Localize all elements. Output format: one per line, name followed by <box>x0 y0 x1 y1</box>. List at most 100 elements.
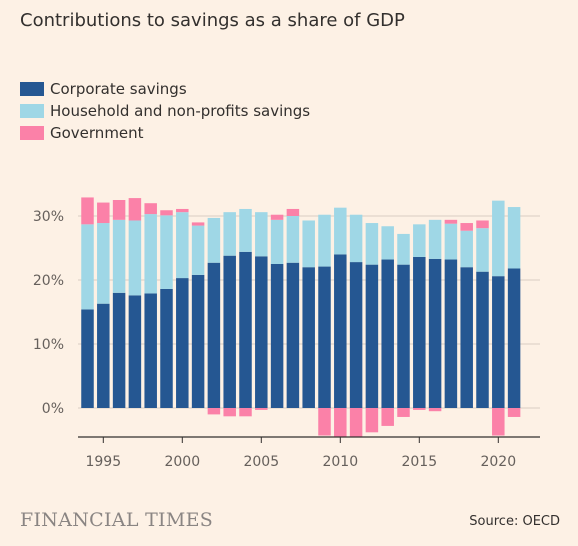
legend-item-household: Household and non-profits savings <box>20 100 310 122</box>
bar-segment <box>444 223 458 260</box>
x-tick-label: 1995 <box>85 454 121 470</box>
legend-swatch-government <box>20 126 44 140</box>
bar-segment <box>160 215 173 289</box>
bar-segment <box>160 288 173 408</box>
bar-segment <box>270 264 284 408</box>
x-tick-label: 2020 <box>480 454 516 470</box>
bar-segment <box>349 408 363 438</box>
bar-segment <box>381 408 394 426</box>
bar-segment <box>381 259 394 408</box>
bar-segment <box>444 259 458 408</box>
bar-segment <box>144 214 157 294</box>
legend-swatch-household <box>20 104 44 118</box>
bar-segment <box>207 262 221 408</box>
bar-segment <box>428 258 442 408</box>
bar-segment <box>176 278 189 408</box>
bar-segment <box>112 292 126 408</box>
bar-segment <box>492 200 505 277</box>
bar-segment <box>112 200 126 220</box>
x-tick-label: 2000 <box>164 454 200 470</box>
bar-segment <box>97 202 110 224</box>
bar-segment <box>428 408 442 412</box>
bar-segment <box>160 210 173 216</box>
bar-segment <box>128 220 142 296</box>
y-tick-label: 10% <box>33 337 64 353</box>
bar-segment <box>476 220 489 229</box>
bar-segment <box>507 207 521 269</box>
bar-segment <box>507 408 521 417</box>
legend-label-household: Household and non-profits savings <box>50 102 311 120</box>
bar-segment <box>176 212 189 279</box>
bar-segment <box>176 208 189 213</box>
bar-segment <box>81 224 94 310</box>
bar-segment <box>128 295 142 408</box>
bar-segment <box>365 408 379 433</box>
bar-segment <box>207 217 221 263</box>
bar-segment <box>397 408 410 417</box>
bar-segment <box>492 276 505 408</box>
bar-segment <box>191 274 205 408</box>
bar-segment <box>334 408 347 438</box>
bar-segment <box>270 219 284 264</box>
x-tick-label: 2015 <box>401 454 437 470</box>
legend-label-government: Government <box>50 124 144 142</box>
legend-item-government: Government <box>20 122 310 144</box>
bar-segment <box>381 226 394 260</box>
x-tick-label: 2005 <box>243 454 279 470</box>
bar-segment <box>223 212 236 256</box>
bar-segment <box>365 264 379 408</box>
x-tick-label: 2010 <box>322 454 358 470</box>
bar-segment <box>223 408 236 417</box>
bar-segment <box>334 207 347 255</box>
y-tick-label: 0% <box>42 401 64 417</box>
bar-segment <box>460 267 473 408</box>
bar-segment <box>413 408 426 410</box>
bar-segment <box>460 230 473 268</box>
bar-segment <box>255 408 268 410</box>
ft-logo: FINANCIAL TIMES <box>20 509 214 531</box>
chart-title: Contributions to savings as a share of G… <box>20 10 405 31</box>
bar-segment <box>128 198 142 221</box>
legend-item-corporate: Corporate savings <box>20 78 310 100</box>
bar-segment <box>97 303 110 408</box>
source-note: Source: OECD <box>469 514 560 529</box>
bar-segment <box>397 233 410 265</box>
bar-segment <box>286 262 300 408</box>
bar-segment <box>349 214 363 263</box>
bar-segment <box>334 254 347 408</box>
legend-label-corporate: Corporate savings <box>50 80 187 98</box>
bar-segment <box>255 256 268 408</box>
bar-segment <box>144 203 157 215</box>
bar-segment <box>191 225 205 275</box>
bar-segment <box>397 264 410 408</box>
bar-segment <box>239 208 252 252</box>
bar-segment <box>476 228 489 272</box>
bar-segment <box>270 214 284 220</box>
bar-segment <box>191 222 205 226</box>
bar-segment <box>97 223 110 304</box>
bar-segment <box>460 223 473 231</box>
y-tick-label: 20% <box>33 273 64 289</box>
bar-segment <box>81 197 94 225</box>
bar-segment <box>207 408 221 415</box>
bar-segment <box>81 309 94 408</box>
bar-segment <box>492 408 505 436</box>
bar-segment <box>239 408 252 417</box>
legend: Corporate savings Household and non-prof… <box>20 78 310 144</box>
bar-segment <box>428 219 442 259</box>
bar-segment <box>318 408 331 436</box>
bar-segment <box>286 208 300 216</box>
bar-segment <box>413 256 426 408</box>
bar-segment <box>223 255 236 408</box>
bar-segment <box>302 220 315 268</box>
bar-segment <box>444 219 458 224</box>
bar-segment <box>144 293 157 408</box>
bar-segment <box>239 251 252 408</box>
bar-segment <box>365 223 379 265</box>
bar-segment <box>318 214 331 267</box>
bar-segment <box>507 268 521 408</box>
bar-segment <box>476 271 489 408</box>
y-tick-label: 30% <box>33 209 64 225</box>
bar-segment <box>255 212 268 257</box>
